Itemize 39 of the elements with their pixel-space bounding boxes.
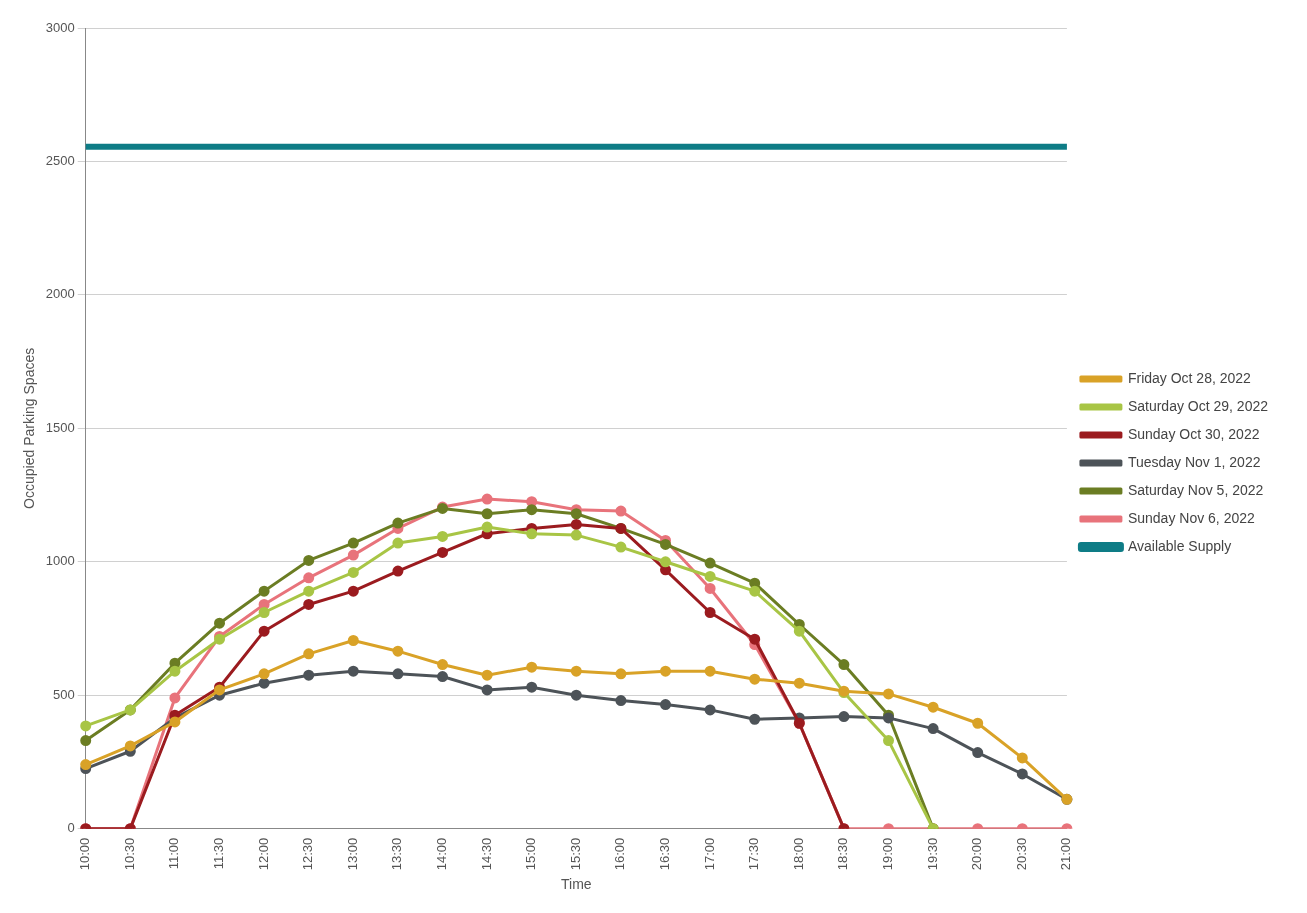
legend-label: Saturday Oct 29, 2022 [1127,397,1269,414]
x-tick-label: 16:00 [612,837,628,871]
x-tick-label: 11:30 [211,837,227,870]
x-tick-label: 18:00 [790,837,806,871]
x-axis-title: Time [561,876,592,893]
y-tick-label: 2500 [45,153,75,169]
x-tick-label: 19:00 [880,837,896,871]
x-tick-label: 17:00 [701,837,717,871]
x-tick-label: 12:30 [300,837,316,871]
x-tick-label: 13:00 [344,837,360,871]
legend-label: Sunday Oct 30, 2022 [1127,425,1260,442]
x-tick-label: 21:00 [1058,837,1074,871]
x-tick-label: 15:00 [523,837,539,871]
y-axis-title: Occupied Parking Spaces [21,347,38,509]
x-tick-label: 19:30 [924,837,940,871]
x-tick-label: 10:30 [121,837,137,871]
y-tick-label: 0 [67,820,75,836]
y-tick-label: 500 [53,686,75,702]
x-tick-label: 20:30 [1013,837,1029,871]
x-tick-label: 12:00 [255,837,271,871]
legend-label: Saturday Nov 5, 2022 [1127,481,1264,498]
y-tick-label: 3000 [45,19,75,35]
x-tick-label: 13:30 [389,837,405,871]
y-tick-label: 1000 [45,553,75,569]
legend-label: Sunday Nov 6, 2022 [1127,509,1255,526]
y-tick-label: 2000 [45,286,75,302]
x-tick-label: 15:30 [567,837,583,871]
x-tick-label: 18:30 [835,837,851,871]
x-tick-label: 11:00 [166,837,182,870]
x-tick-label: 14:00 [434,837,450,871]
x-tick-label: 20:00 [969,837,985,871]
legend-label: Available Supply [1127,537,1232,554]
y-tick-label: 1500 [45,419,75,435]
x-tick-label: 14:30 [478,837,494,871]
x-tick-label: 10:00 [77,837,93,871]
x-tick-label: 16:30 [657,837,673,871]
legend-label: Tuesday Nov 1, 2022 [1127,453,1261,470]
legend-label: Friday Oct 28, 2022 [1127,369,1252,386]
x-tick-label: 17:30 [746,837,762,871]
